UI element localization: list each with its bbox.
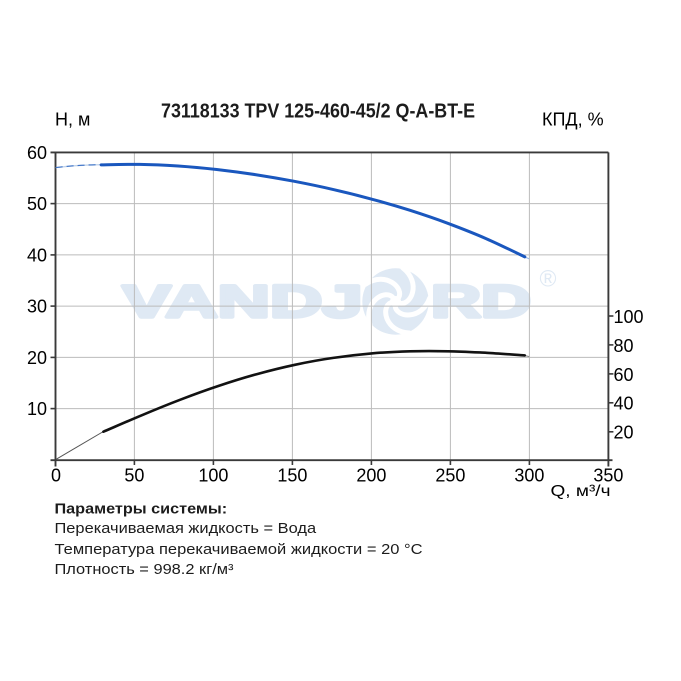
- svg-text:60: 60: [27, 143, 47, 163]
- svg-text:80: 80: [614, 336, 634, 356]
- svg-text:0: 0: [51, 465, 61, 485]
- svg-text:Перекачиваемая жидкость = Вода: Перекачиваемая жидкость = Вода: [55, 521, 318, 537]
- svg-text:40: 40: [27, 245, 47, 265]
- svg-text:100: 100: [198, 465, 228, 485]
- svg-text:Q, м³/ч: Q, м³/ч: [551, 483, 611, 500]
- svg-text:150: 150: [277, 465, 307, 485]
- svg-text:250: 250: [435, 465, 465, 485]
- svg-text:Параметры системы:: Параметры системы:: [55, 500, 228, 517]
- svg-text:100: 100: [614, 307, 644, 327]
- svg-text:40: 40: [614, 394, 634, 414]
- svg-text:RD: RD: [431, 276, 531, 327]
- svg-text:50: 50: [27, 194, 47, 214]
- svg-text:Плотность = 998.2 кг/м³: Плотность = 998.2 кг/м³: [55, 562, 234, 578]
- svg-text:КПД, %: КПД, %: [542, 109, 604, 129]
- svg-text:10: 10: [27, 399, 47, 419]
- svg-text:60: 60: [614, 365, 634, 385]
- svg-text:®: ®: [540, 266, 557, 292]
- svg-text:73118133 TPV 125-460-45/2 Q-A-: 73118133 TPV 125-460-45/2 Q-A-BT-E: [161, 101, 475, 123]
- svg-text:20: 20: [614, 423, 634, 443]
- svg-text:Температура перекачиваемой жид: Температура перекачиваемой жидкости = 20…: [55, 542, 423, 558]
- svg-text:200: 200: [356, 465, 386, 485]
- svg-text:VANDJ: VANDJ: [123, 276, 363, 327]
- svg-text:50: 50: [124, 465, 144, 485]
- svg-text:20: 20: [27, 348, 47, 368]
- svg-text:Н, м: Н, м: [55, 109, 90, 129]
- svg-text:350: 350: [593, 465, 623, 485]
- svg-text:30: 30: [27, 297, 47, 317]
- svg-text:300: 300: [514, 465, 544, 485]
